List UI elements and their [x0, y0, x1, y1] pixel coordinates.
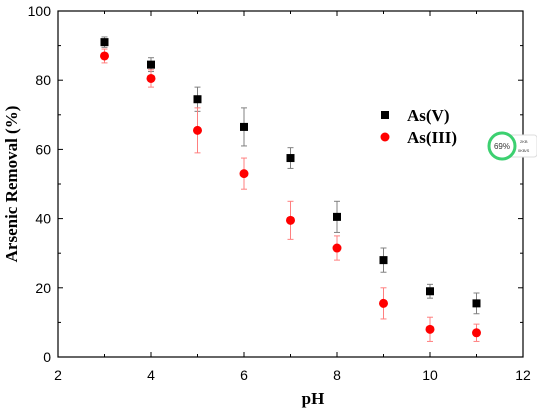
y-tick-label: 40 — [35, 211, 51, 227]
network-speed-widget[interactable]: 69% 2KB 0KB/S — [487, 131, 537, 161]
y-tick-label: 100 — [28, 3, 52, 19]
x-tick-label: 10 — [422, 367, 438, 383]
data-point-as-v — [379, 256, 388, 265]
legend-marker-as-v — [381, 111, 389, 119]
legend-label-as-v: As(V) — [407, 106, 450, 125]
data-point-as-v — [147, 60, 155, 69]
data-point-as-iii — [472, 328, 481, 338]
widget-progress-ring — [487, 131, 517, 161]
data-point-as-iii — [239, 169, 249, 179]
data-point-as-v — [240, 122, 248, 131]
legend: As(V) As(III) — [380, 106, 457, 147]
x-axis-title: pH — [302, 389, 325, 408]
y-tick-label: 60 — [35, 141, 51, 157]
x-axis: 2 4 6 8 10 12 — [54, 11, 531, 383]
data-point-as-iii — [146, 73, 156, 83]
widget-line1: 2KB — [520, 139, 528, 144]
plot-frame — [57, 10, 524, 358]
data-point-as-v — [333, 212, 341, 221]
data-point-as-iii — [332, 243, 342, 253]
data-point-as-v — [426, 287, 434, 296]
legend-marker-as-iii — [380, 132, 390, 142]
data-point-as-iii — [286, 215, 295, 225]
y-tick-label: 20 — [35, 280, 51, 296]
x-tick-label: 6 — [240, 367, 248, 383]
y-axis: 0 20 40 60 80 100 — [28, 3, 523, 365]
data-point-as-iii — [425, 324, 435, 334]
data-point-as-iii — [379, 298, 388, 308]
y-tick-label: 80 — [35, 72, 51, 88]
y-tick-label: 0 — [43, 349, 51, 365]
data-point-as-v — [100, 38, 109, 47]
plot-frame-border — [57, 10, 524, 358]
x-tick-label: 2 — [54, 367, 62, 383]
legend-label-as-iii: As(III) — [407, 128, 457, 147]
widget-line2: 0KB/S — [518, 148, 530, 153]
data-point-as-iii — [193, 125, 202, 135]
widget-percent: 69% — [494, 142, 510, 151]
y-axis-title: Arsenic Removal (%) — [2, 106, 21, 263]
data-markers — [100, 38, 481, 338]
error-bars — [101, 36, 480, 342]
data-point-as-v — [286, 154, 295, 163]
data-point-as-v — [193, 95, 202, 104]
data-point-as-iii — [100, 51, 109, 61]
x-tick-label: 8 — [333, 367, 341, 383]
x-tick-label: 12 — [515, 367, 531, 383]
x-tick-label: 4 — [147, 367, 155, 383]
data-point-as-v — [472, 299, 481, 308]
